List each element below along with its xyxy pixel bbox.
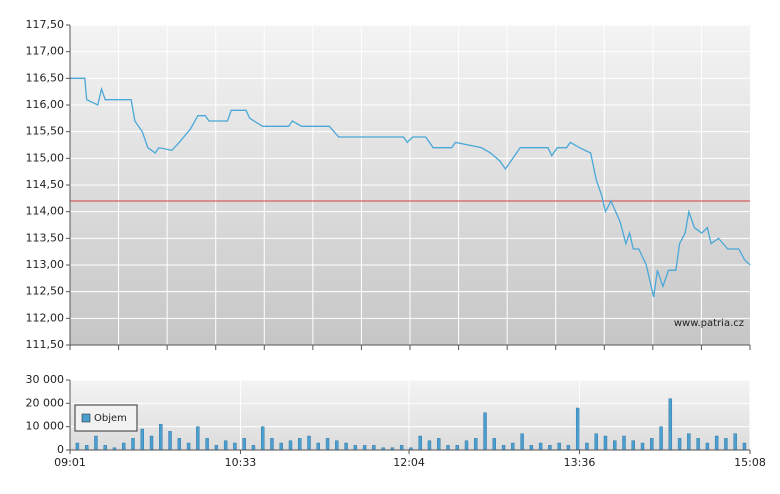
volume-bar: [223, 440, 228, 451]
volume-bar: [520, 433, 524, 451]
volume-bar: [501, 445, 506, 451]
volume-bar: [335, 440, 339, 451]
volume-bar: [233, 442, 237, 451]
volume-bar: [214, 445, 219, 451]
volume-bar: [298, 438, 302, 451]
volume-bar: [538, 442, 543, 451]
annotation: www.patria.cz: [674, 318, 744, 329]
x-tick-label: 10:33: [225, 456, 257, 469]
y-tick-label: 116,00: [26, 98, 65, 111]
volume-bar: [325, 438, 330, 451]
volume-bar: [474, 438, 478, 451]
volume-bar: [427, 440, 432, 451]
price-line: [70, 77, 751, 298]
volume-bar: [696, 438, 700, 451]
volume-bar: [557, 442, 561, 451]
volume-bar: [399, 445, 404, 451]
volume-bar: [437, 438, 441, 451]
volume-bar: [668, 398, 673, 451]
volume-bar: [353, 445, 358, 451]
volume-bar: [714, 435, 719, 451]
volume-bar: [483, 412, 487, 451]
volume-bar: [631, 440, 635, 451]
y-tick-label: 117,00: [26, 45, 65, 58]
volume-bar: [622, 435, 626, 451]
volume-bar: [585, 442, 589, 451]
volume-bar: [131, 438, 135, 451]
volume-bar: [594, 433, 598, 451]
volume-bar: [677, 438, 682, 451]
x-tick-label: 12:04: [393, 456, 425, 469]
volume-bar: [168, 431, 172, 451]
volume-bar: [270, 438, 274, 451]
volume-bar: [362, 445, 367, 451]
volume-bar: [455, 445, 459, 451]
volume-bar: [177, 438, 182, 451]
volume-bar: [251, 445, 256, 451]
volume-bar: [307, 435, 311, 451]
y-tick-label: 30 000: [26, 373, 65, 386]
volume-bar: [575, 407, 580, 451]
x-tick-label: 13:36: [564, 456, 596, 469]
volume-bar: [464, 440, 469, 451]
y-tick-label: 115,50: [26, 125, 65, 138]
volume-bar: [418, 435, 422, 451]
volume-bar: [724, 438, 728, 451]
volume-bar: [344, 442, 348, 451]
volume-bar: [140, 428, 144, 451]
y-tick-label: 114,50: [26, 178, 65, 191]
volume-bar: [196, 426, 200, 451]
y-tick-label: 113,00: [26, 258, 65, 271]
volume-bar: [733, 433, 737, 451]
volume-bar: [260, 426, 265, 451]
volume-bar: [149, 435, 154, 451]
legend-swatch: [81, 413, 91, 423]
volume-bar: [492, 438, 497, 451]
y-tick-label: 114,00: [26, 205, 65, 218]
volume-bar: [372, 445, 376, 451]
volume-bar: [603, 435, 608, 451]
y-tick-label: 112,50: [26, 285, 65, 298]
volume-bar: [687, 433, 691, 451]
volume-bar: [75, 442, 80, 451]
y-tick-label: 10 000: [26, 420, 65, 433]
volume-bar: [705, 442, 710, 451]
volume-bar: [94, 435, 98, 451]
volume-bar: [159, 424, 163, 451]
volume-bar: [446, 445, 450, 451]
volume-bar: [659, 426, 663, 451]
volume-bar: [288, 440, 293, 451]
volume-bar: [122, 442, 126, 451]
volume-bar: [242, 438, 246, 451]
volume-bar: [511, 442, 515, 451]
volume-bar: [650, 438, 654, 451]
volume-bar: [103, 445, 107, 451]
volume-bar: [640, 442, 645, 451]
volume-plot-area: [70, 380, 750, 450]
volume-bar: [186, 442, 191, 451]
volume-bar: [548, 445, 552, 451]
volume-bar: [316, 442, 320, 451]
volume-bar: [529, 445, 534, 451]
volume-bar: [205, 438, 209, 451]
y-tick-label: 116,50: [26, 71, 65, 84]
volume-bar: [84, 445, 89, 451]
legend-label: Objem: [94, 413, 127, 424]
volume-bar: [613, 440, 617, 451]
y-tick-label: 117,50: [26, 18, 65, 31]
volume-bar: [279, 442, 283, 451]
y-tick-label: 112,00: [26, 311, 65, 324]
y-tick-label: 111,50: [26, 338, 65, 351]
x-tick-label: 09:01: [54, 456, 86, 469]
volume-bar: [566, 445, 571, 451]
volume-bar: [742, 442, 747, 451]
y-tick-label: 113,50: [26, 231, 65, 244]
y-tick-label: 115,00: [26, 151, 65, 164]
y-tick-label: 20 000: [26, 396, 65, 409]
x-tick-label: 15:08: [734, 456, 766, 469]
y-tick-label: 0: [57, 443, 64, 456]
